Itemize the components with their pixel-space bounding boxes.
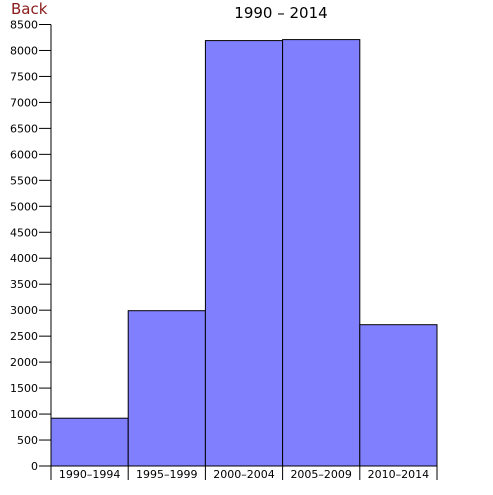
y-tick-label: 8500 <box>10 19 38 32</box>
y-tick-label: 7000 <box>10 96 38 109</box>
x-axis: 1990–1994 1995–1999 2000–2004 2005–2009 2010… <box>39 465 438 481</box>
y-axis: 0 500 1000 1500 2000 2500 3000 3500 4000 4500 5000… <box>10 19 52 473</box>
y-tick-label: 7500 <box>10 70 38 83</box>
y-tick-label: 8000 <box>10 44 38 57</box>
y-tick-label: 5500 <box>10 174 38 187</box>
x-category-label: 1995–1999 <box>136 468 198 481</box>
y-tick-label: 1000 <box>10 408 38 421</box>
y-tick-label: 500 <box>17 434 38 447</box>
y-tick-label: 3500 <box>10 278 38 291</box>
chart-title: 1990 – 2014 <box>234 4 327 22</box>
x-category-label: 2010–2014 <box>368 468 430 481</box>
y-tick-label: 3000 <box>10 304 38 317</box>
y-tick-label: 2000 <box>10 356 38 369</box>
y-tick-label: 6000 <box>10 148 38 161</box>
bar-1990–1994 <box>50 417 129 467</box>
bar-1995–1999 <box>127 310 206 467</box>
y-tick-label: 4000 <box>10 252 38 265</box>
bar-2005–2009 <box>282 39 361 467</box>
y-tick-label: 0 <box>31 460 38 473</box>
y-tick-label: 6500 <box>10 122 38 135</box>
y-tick-label: 4500 <box>10 226 38 239</box>
x-category-label: 1990–1994 <box>59 468 121 481</box>
bar-2010–2014 <box>359 324 438 467</box>
y-tick-label: 5000 <box>10 200 38 213</box>
y-tick-label: 1500 <box>10 382 38 395</box>
bar-2000–2004 <box>204 40 284 467</box>
x-category-label: 2000–2004 <box>213 468 275 481</box>
y-tick-label: 2500 <box>10 330 38 343</box>
x-category-label: 2005–2009 <box>290 468 352 481</box>
bars-group <box>50 39 438 467</box>
back-link[interactable]: Back <box>11 0 48 18</box>
